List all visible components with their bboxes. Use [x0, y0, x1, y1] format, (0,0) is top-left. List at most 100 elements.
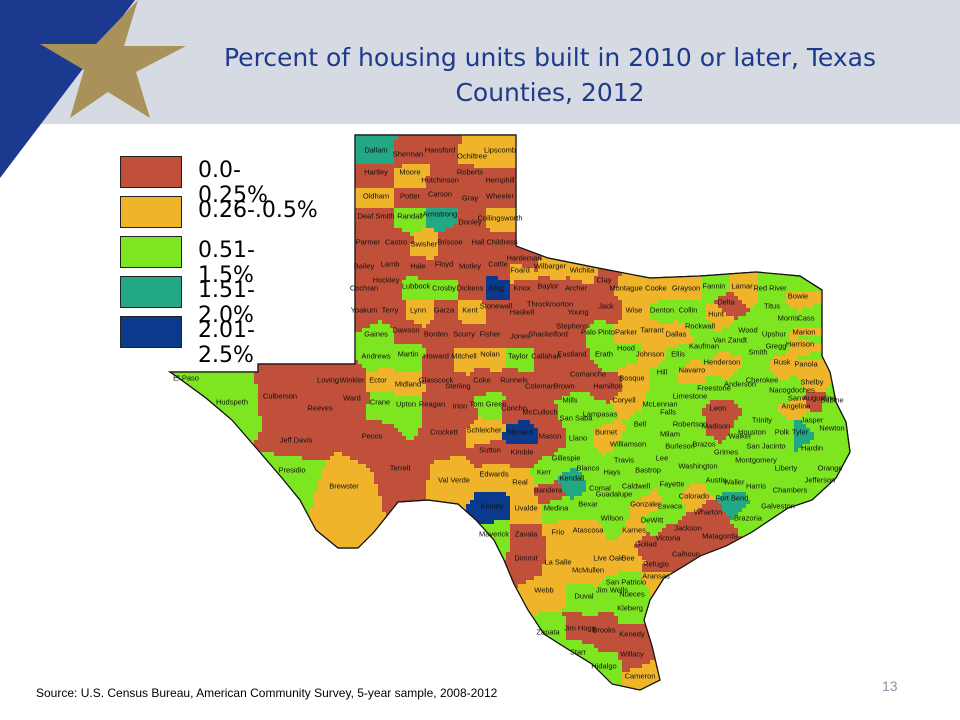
county-label: Dawson — [392, 326, 419, 335]
county-label: Maverick — [479, 530, 509, 539]
legend-swatch — [120, 276, 182, 308]
county-label: Terry — [382, 306, 399, 315]
legend-item: 1.51-2.0% — [120, 276, 310, 328]
county-label: Martin — [398, 350, 419, 359]
county-label: Orange — [817, 464, 842, 473]
legend-item: 2.01-2.5% — [120, 316, 310, 368]
county-label: Wharton — [694, 508, 722, 517]
county-label: Winkler — [339, 376, 365, 385]
county-label: Real — [512, 478, 528, 487]
county-label: Moore — [399, 168, 420, 177]
county-label: Panola — [794, 360, 818, 369]
county-label: Starr — [570, 648, 587, 657]
county-label: Hartley — [364, 168, 388, 177]
county-label: Harrison — [786, 340, 814, 349]
county-label: McCulloch — [522, 408, 557, 417]
county-label: Waller — [724, 478, 745, 487]
county-label: Cameron — [625, 672, 656, 681]
county-label: Lynn — [410, 306, 426, 315]
county-label: Pecos — [362, 432, 383, 441]
county-label: Dickens — [457, 284, 484, 293]
county-label: Washington — [678, 462, 717, 471]
county-label: Zapata — [536, 628, 560, 637]
county-label: Hutchinson — [421, 176, 459, 185]
county-label: Cass — [797, 314, 814, 323]
county-label: Hays — [603, 468, 620, 477]
county-label: La Salle — [544, 558, 571, 567]
county-label: Taylor — [508, 352, 529, 361]
county-label: Jim Wells — [596, 586, 628, 595]
county-label: Hardeman — [506, 254, 541, 263]
county-label: Trinity — [752, 416, 772, 425]
county-label: Collingsworth — [477, 214, 522, 223]
county-label: Callahan — [531, 352, 561, 361]
county-label: Red River — [753, 284, 787, 293]
county-label: San Jacinto — [746, 442, 785, 451]
county-label: Hamilton — [593, 382, 623, 391]
county-label: Swisher — [411, 240, 438, 249]
county-label: Sterling — [445, 382, 470, 391]
county-label: Kimble — [511, 448, 534, 457]
county-label: Fayette — [659, 480, 684, 489]
county-label: Burleson — [665, 442, 695, 451]
county-label: Limestone — [673, 392, 708, 401]
county-label: Coke — [473, 376, 491, 385]
county-label: Delta — [717, 298, 735, 307]
county-label: Glasscock — [419, 376, 454, 385]
legend-label: 2.01-2.5% — [198, 318, 255, 368]
county-label: Milam — [660, 430, 680, 439]
county-label: Harris — [746, 482, 766, 491]
county-label: Denton — [650, 306, 674, 315]
county-label: Rusk — [773, 358, 790, 367]
county-label: Nacogdoches — [769, 386, 815, 395]
county-label: Bandera — [534, 486, 563, 495]
county-label: Nueces — [619, 590, 645, 599]
county-label: Deaf Smith — [357, 212, 394, 221]
county-label: Uvalde — [514, 504, 537, 513]
county-label: Kerr — [537, 468, 552, 477]
county-label: Lubbock — [402, 282, 431, 291]
county-label: Mills — [563, 396, 578, 405]
county-label: Lamb — [381, 260, 400, 269]
county-label: Hall — [472, 238, 485, 247]
county-label: Oldham — [363, 192, 389, 201]
county-label: Lavaca — [658, 502, 683, 511]
county-label: Howard — [423, 352, 449, 361]
county-label: King — [488, 284, 503, 293]
legend-label: 0.0-0.25% — [198, 158, 268, 208]
county-label: Houston — [738, 428, 766, 437]
county-label: Navarro — [679, 366, 706, 375]
county-label: Midland — [395, 380, 421, 389]
county-label: Travis — [614, 456, 634, 465]
county-label: Atascosa — [573, 526, 605, 535]
county-label: Liberty — [775, 464, 798, 473]
county-label: Chambers — [773, 486, 808, 495]
county-label: Brooks — [592, 626, 616, 635]
county-label: Hood — [617, 344, 635, 353]
county-label: Comanche — [570, 370, 606, 379]
county-label: Carson — [428, 190, 452, 199]
county-label: Austin — [706, 476, 727, 485]
county-label: Colorado — [679, 492, 709, 501]
county-label: Young — [568, 308, 589, 317]
county-label: San Saba — [560, 414, 594, 423]
county-label: Throckmorton — [527, 300, 573, 309]
county-label: Robertson — [673, 420, 708, 429]
county-label: Kenedy — [619, 630, 645, 639]
county-label: Titus — [764, 302, 780, 311]
county-label: Victoria — [656, 534, 682, 543]
county-label: Comal — [589, 484, 611, 493]
county-label: Potter — [400, 192, 421, 201]
county-label: Foard — [510, 266, 530, 275]
county-label: Kent — [462, 306, 478, 315]
county-label: Irion — [453, 402, 468, 411]
county-label: Willacy — [620, 650, 644, 659]
county-label: Crane — [370, 398, 390, 407]
county-label: Terrell — [390, 464, 411, 473]
county-label: Sherman — [393, 150, 423, 159]
county-label: Falls — [660, 408, 676, 417]
county-label: Brazos — [692, 440, 716, 449]
county-label: Van Zandt — [713, 336, 748, 345]
county-label: Grayson — [672, 284, 700, 293]
